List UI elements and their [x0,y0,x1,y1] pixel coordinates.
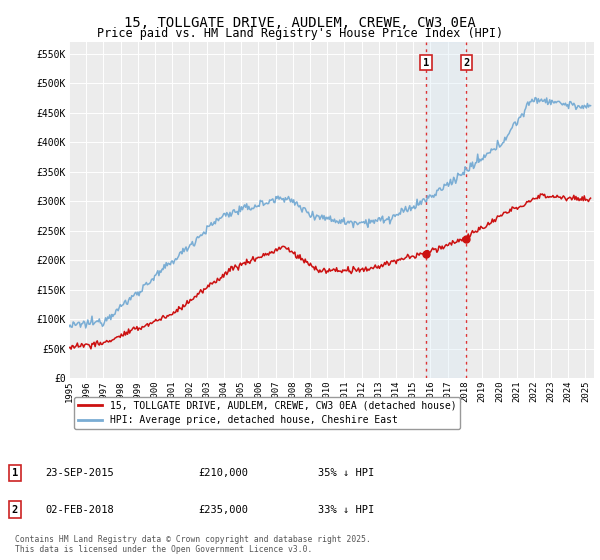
Text: Contains HM Land Registry data © Crown copyright and database right 2025.
This d: Contains HM Land Registry data © Crown c… [15,535,371,554]
Text: 1: 1 [423,58,429,68]
Text: 2: 2 [12,505,18,515]
Text: 02-FEB-2018: 02-FEB-2018 [45,505,114,515]
Legend: 15, TOLLGATE DRIVE, AUDLEM, CREWE, CW3 0EA (detached house), HPI: Average price,: 15, TOLLGATE DRIVE, AUDLEM, CREWE, CW3 0… [74,396,460,430]
Text: 2: 2 [463,58,470,68]
Text: 15, TOLLGATE DRIVE, AUDLEM, CREWE, CW3 0EA: 15, TOLLGATE DRIVE, AUDLEM, CREWE, CW3 0… [124,16,476,30]
Text: 23-SEP-2015: 23-SEP-2015 [45,468,114,478]
Text: £235,000: £235,000 [198,505,248,515]
Text: Price paid vs. HM Land Registry's House Price Index (HPI): Price paid vs. HM Land Registry's House … [97,27,503,40]
Text: 35% ↓ HPI: 35% ↓ HPI [318,468,374,478]
Text: 33% ↓ HPI: 33% ↓ HPI [318,505,374,515]
Text: 1: 1 [12,468,18,478]
Bar [426,42,466,378]
Text: £210,000: £210,000 [198,468,248,478]
